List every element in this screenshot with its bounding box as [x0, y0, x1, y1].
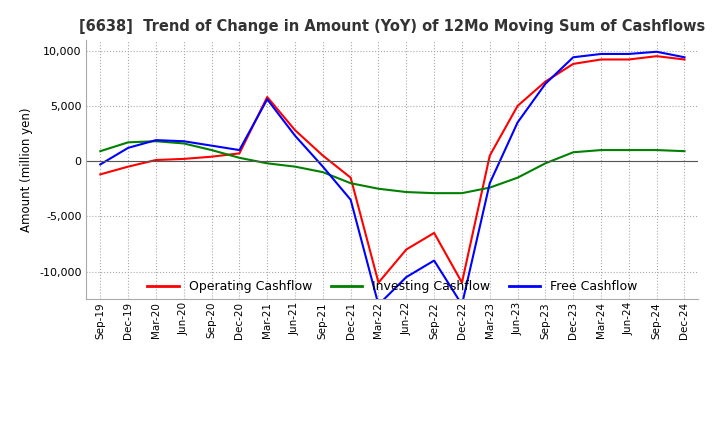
Operating Cashflow: [179, 156, 188, 161]
Investing Cashflow: [263, 161, 271, 166]
Investing Cashflow: [624, 147, 633, 153]
Free Cashflow: [569, 55, 577, 60]
Free Cashflow: [179, 139, 188, 144]
Investing Cashflow: [179, 141, 188, 146]
Investing Cashflow: [207, 147, 216, 153]
Line: Investing Cashflow: Investing Cashflow: [100, 141, 685, 193]
Legend: Operating Cashflow, Investing Cashflow, Free Cashflow: Operating Cashflow, Investing Cashflow, …: [143, 275, 642, 298]
Operating Cashflow: [513, 103, 522, 109]
Free Cashflow: [374, 302, 383, 308]
Operating Cashflow: [207, 154, 216, 159]
Free Cashflow: [624, 51, 633, 57]
Operating Cashflow: [680, 57, 689, 62]
Title: [6638]  Trend of Change in Amount (YoY) of 12Mo Moving Sum of Cashflows: [6638] Trend of Change in Amount (YoY) o…: [79, 19, 706, 34]
Investing Cashflow: [485, 185, 494, 190]
Operating Cashflow: [263, 95, 271, 100]
Free Cashflow: [597, 51, 606, 57]
Free Cashflow: [430, 258, 438, 263]
Investing Cashflow: [541, 161, 550, 166]
Free Cashflow: [513, 120, 522, 125]
Free Cashflow: [652, 49, 661, 55]
Operating Cashflow: [152, 158, 161, 163]
Operating Cashflow: [624, 57, 633, 62]
Investing Cashflow: [597, 147, 606, 153]
Operating Cashflow: [597, 57, 606, 62]
Operating Cashflow: [318, 153, 327, 158]
Investing Cashflow: [124, 139, 132, 145]
Investing Cashflow: [152, 139, 161, 144]
Operating Cashflow: [96, 172, 104, 177]
Operating Cashflow: [124, 164, 132, 169]
Investing Cashflow: [458, 191, 467, 196]
Investing Cashflow: [96, 149, 104, 154]
Investing Cashflow: [430, 191, 438, 196]
Free Cashflow: [207, 143, 216, 148]
Investing Cashflow: [346, 180, 355, 186]
Free Cashflow: [402, 275, 410, 280]
Operating Cashflow: [346, 175, 355, 180]
Investing Cashflow: [235, 155, 243, 161]
Operating Cashflow: [374, 280, 383, 285]
Free Cashflow: [263, 97, 271, 102]
Operating Cashflow: [430, 230, 438, 235]
Operating Cashflow: [291, 128, 300, 133]
Free Cashflow: [485, 180, 494, 186]
Free Cashflow: [541, 81, 550, 86]
Investing Cashflow: [513, 175, 522, 180]
Free Cashflow: [458, 302, 467, 308]
Operating Cashflow: [541, 79, 550, 84]
Investing Cashflow: [652, 147, 661, 153]
Investing Cashflow: [374, 186, 383, 191]
Line: Operating Cashflow: Operating Cashflow: [100, 56, 685, 282]
Free Cashflow: [124, 145, 132, 150]
Operating Cashflow: [402, 247, 410, 252]
Investing Cashflow: [402, 189, 410, 194]
Line: Free Cashflow: Free Cashflow: [100, 52, 685, 305]
Operating Cashflow: [235, 151, 243, 156]
Free Cashflow: [346, 197, 355, 202]
Free Cashflow: [680, 55, 689, 60]
Free Cashflow: [96, 162, 104, 167]
Operating Cashflow: [485, 153, 494, 158]
Free Cashflow: [318, 164, 327, 169]
Investing Cashflow: [680, 149, 689, 154]
Y-axis label: Amount (million yen): Amount (million yen): [20, 107, 34, 231]
Investing Cashflow: [291, 164, 300, 169]
Operating Cashflow: [652, 54, 661, 59]
Free Cashflow: [291, 133, 300, 138]
Operating Cashflow: [569, 61, 577, 66]
Investing Cashflow: [318, 169, 327, 175]
Free Cashflow: [152, 137, 161, 143]
Operating Cashflow: [458, 280, 467, 285]
Free Cashflow: [235, 147, 243, 153]
Investing Cashflow: [569, 150, 577, 155]
